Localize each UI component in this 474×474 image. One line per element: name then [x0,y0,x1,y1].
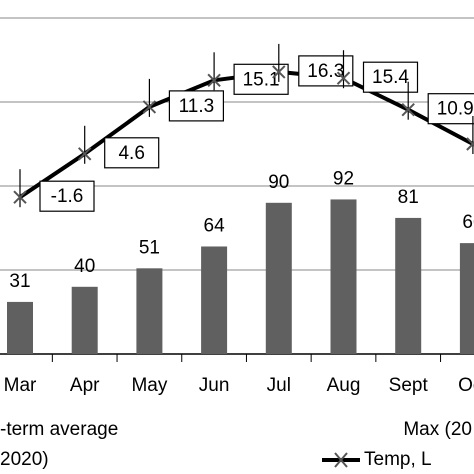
bar-value-label: 92 [333,168,354,189]
bar-value-label: 64 [204,215,226,236]
x-tick-label: Aug [327,375,361,396]
bar-value-label: 51 [139,237,160,258]
bar [71,286,98,354]
bar [395,217,422,354]
x-tick-label: Sept [389,375,429,396]
x-tick-label: May [131,375,167,396]
bar [7,301,33,354]
legend-marker [334,452,348,468]
temp-marker [13,190,27,204]
temp-value-label: 16.3 [307,61,344,82]
temp-marker [336,71,351,85]
legend-label: Temp, L [364,449,432,470]
temp-marker [272,65,286,79]
bar-value-label: 90 [268,172,289,193]
temp-value-label: 15.4 [372,67,409,88]
temp-marker [77,147,92,161]
temp-label-box [104,137,160,169]
temp-marker [142,100,157,114]
x-tick-label: Mar [4,375,37,396]
legend-label: -term average [0,419,118,440]
temp-value-label: 10.9 [437,99,474,120]
legend-label: 2020) [0,449,49,470]
bar-value-label: 40 [74,256,95,277]
bar [136,268,163,354]
temp-marker [466,137,474,151]
bar-value-label: 66 [462,212,474,233]
bar-value-label: 31 [9,271,30,292]
legend-label: Max (20 [403,419,472,440]
x-tick-label: Apr [70,375,100,396]
temp-value-label: -1.6 [51,186,84,207]
bar [265,202,292,354]
bar [459,243,474,354]
bar [201,246,228,354]
temp-marker [207,73,221,88]
temp-value-label: 4.6 [118,143,144,164]
temp-value-label: 15.1 [243,69,280,90]
bar-value-label: 81 [398,187,419,208]
temp-label-box [427,93,474,125]
temp-marker [401,102,415,117]
temp-label-box [168,90,224,122]
x-tick-label: Jul [267,375,291,396]
temp-label-box [39,180,95,212]
x-tick-label: Jun [199,375,230,396]
x-tick-label: Oct [458,375,474,396]
bar [330,199,357,354]
temp-value-label: 11.3 [179,96,215,117]
